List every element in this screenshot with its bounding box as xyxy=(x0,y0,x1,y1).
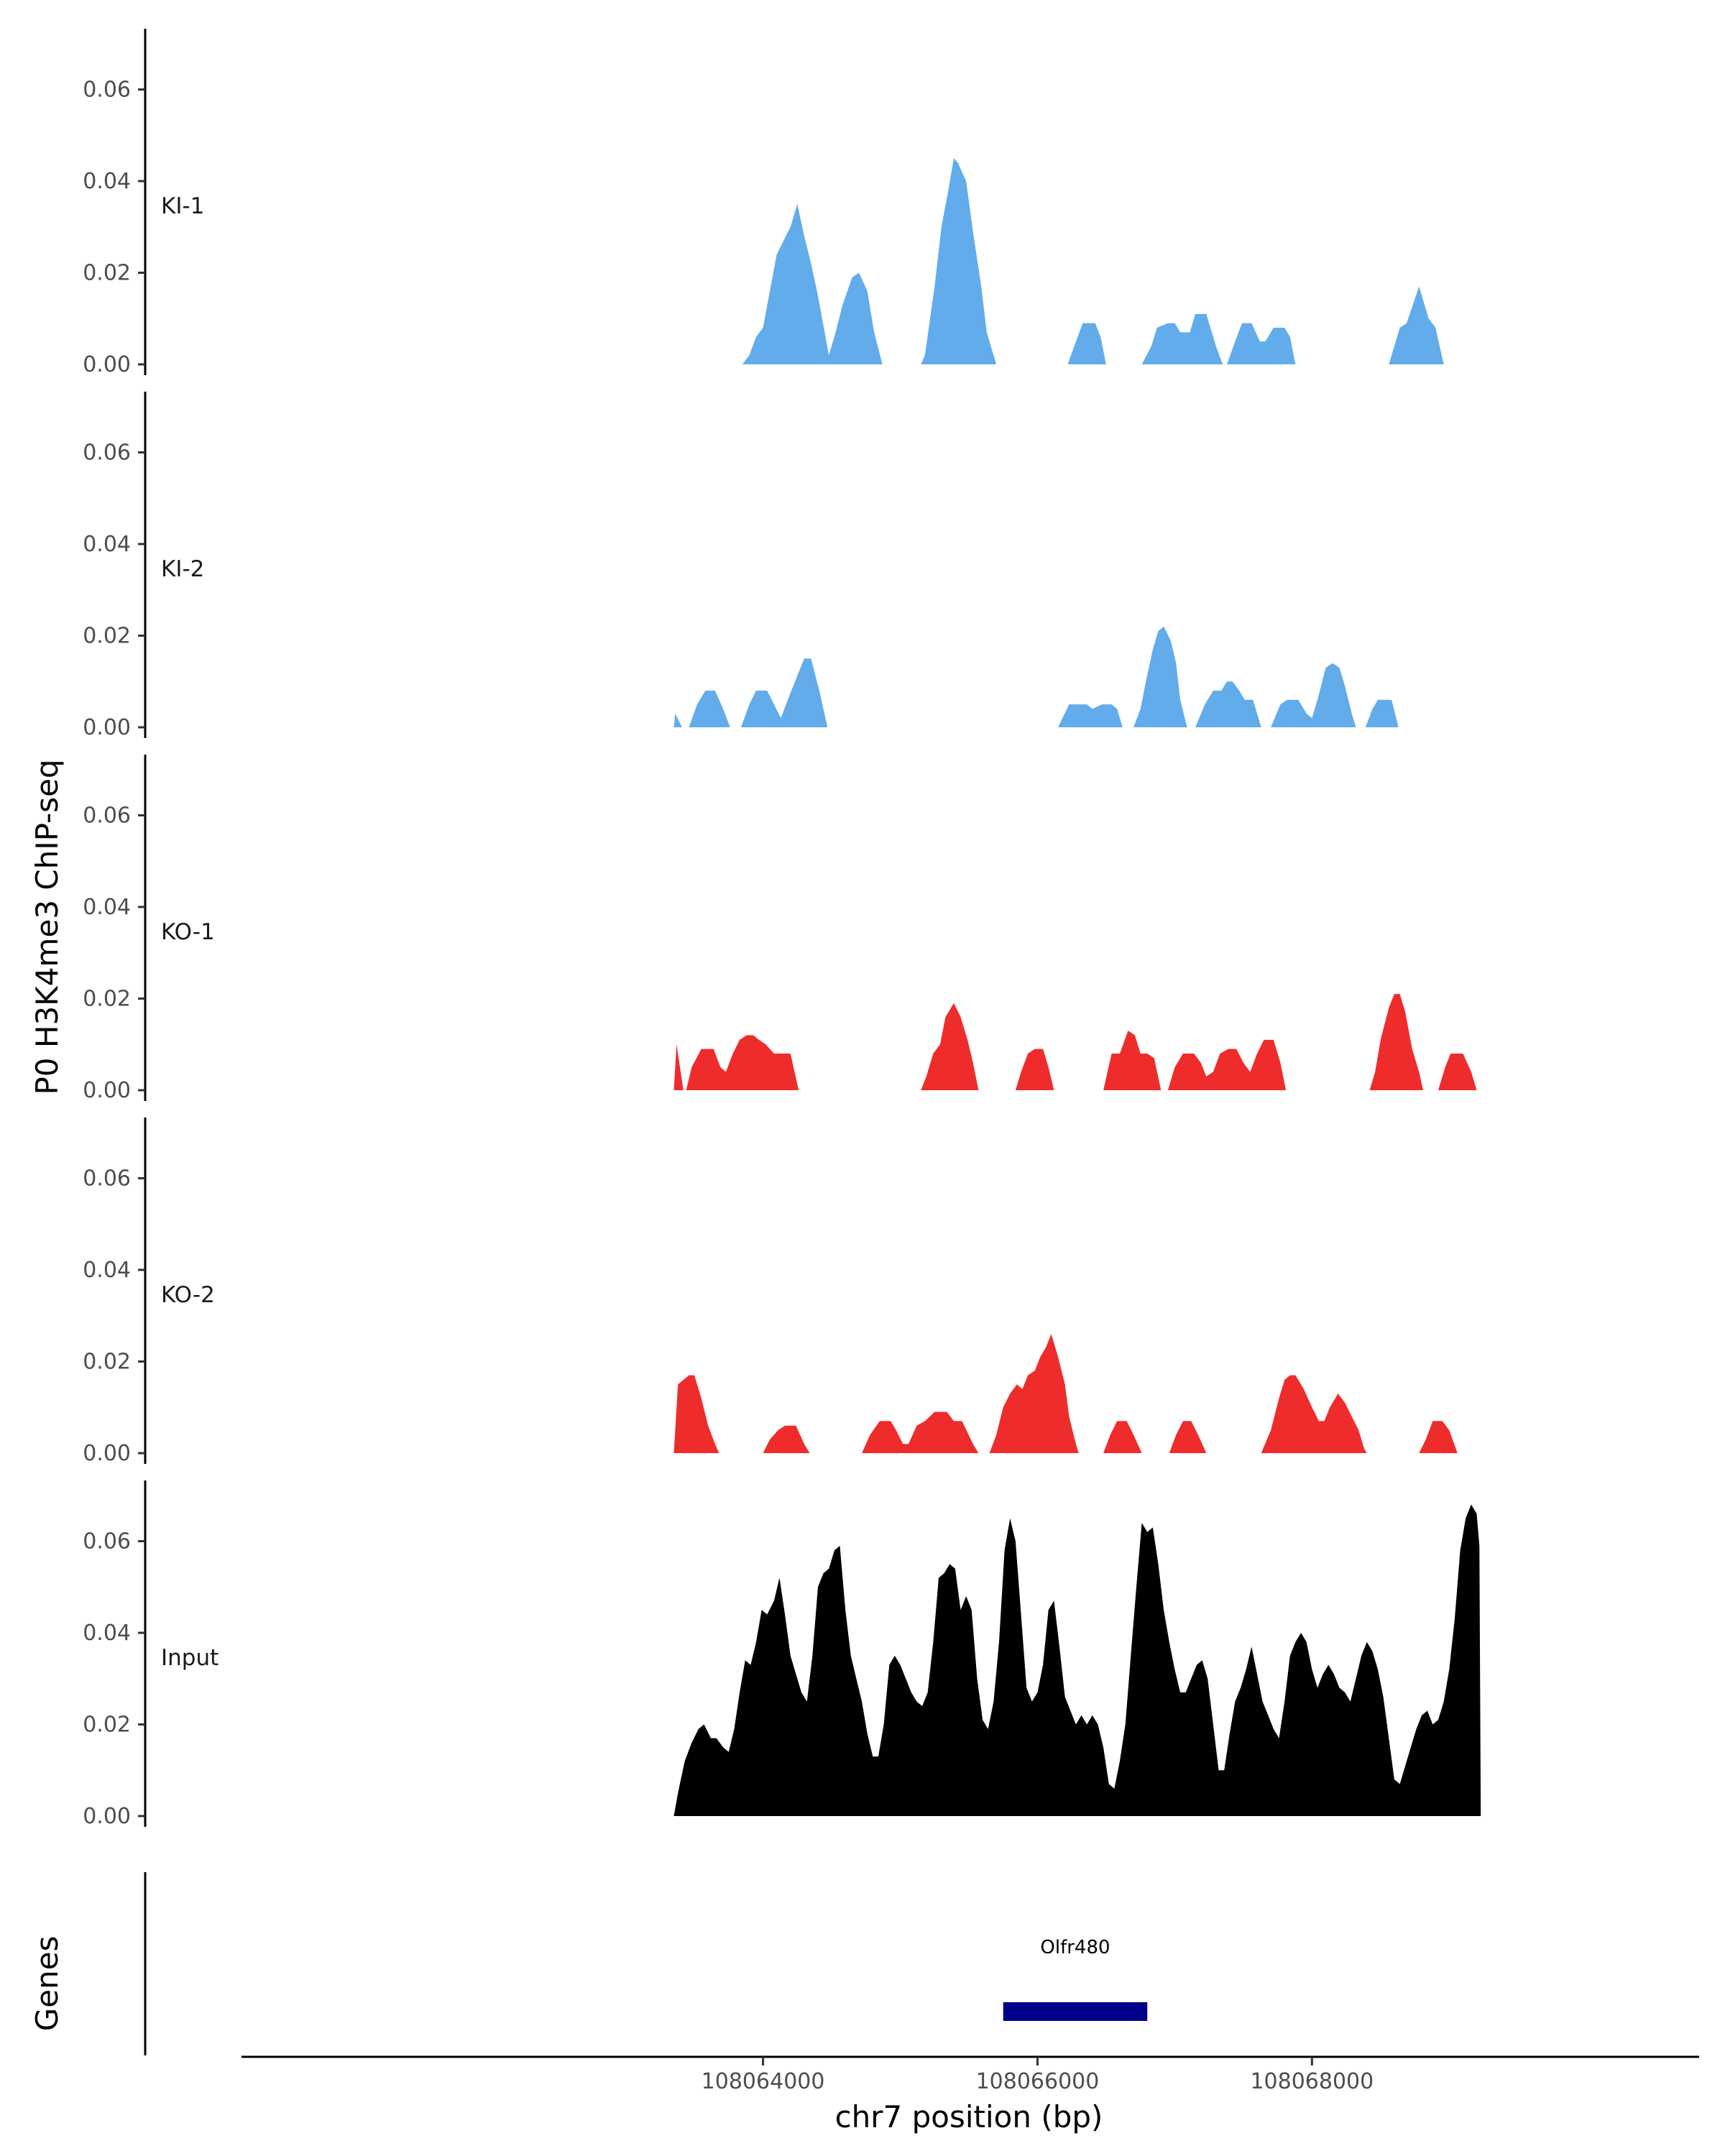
y-tick-label: 0.04 xyxy=(83,895,131,920)
x-tick-label: 108068000 xyxy=(1250,2069,1374,2094)
panel-label-ko-1: KO-1 xyxy=(161,919,215,945)
y-tick-label: 0.04 xyxy=(83,1258,131,1283)
gene-label-olfr480: Olfr480 xyxy=(1040,1937,1110,1958)
y-tick-label: 0.02 xyxy=(83,1713,131,1738)
area-series-ki-2 xyxy=(673,626,1403,727)
y-tick-label: 0.06 xyxy=(83,1529,131,1554)
area-series-ki-1 xyxy=(742,158,1450,364)
y-tick-label: 0.00 xyxy=(83,715,131,740)
y-tick-label: 0.02 xyxy=(83,624,131,649)
y-tick-label: 0.00 xyxy=(83,1804,131,1829)
y-tick-label: 0.06 xyxy=(83,803,131,829)
y-tick-label: 0.00 xyxy=(83,1078,131,1103)
y-tick-label: 0.04 xyxy=(83,532,131,557)
area-series-ko-2 xyxy=(673,1334,1460,1453)
y-tick-label: 0.06 xyxy=(83,441,131,466)
area-series-input xyxy=(673,1504,1481,1816)
x-tick-label: 108064000 xyxy=(702,2069,825,2094)
y-tick-label: 0.04 xyxy=(83,169,131,194)
y-tick-label: 0.06 xyxy=(83,1166,131,1192)
y-tick-label: 0.00 xyxy=(83,1441,131,1466)
panel-label-ki-1: KI-1 xyxy=(161,193,204,219)
y-tick-label: 0.04 xyxy=(83,1621,131,1646)
y-axis-title: P0 H3K4me3 ChIP-seq xyxy=(29,759,65,1095)
y-tick-label: 0.00 xyxy=(83,352,131,377)
y-tick-label: 0.02 xyxy=(83,1350,131,1375)
panel-label-ki-2: KI-2 xyxy=(161,556,204,582)
y-tick-label: 0.02 xyxy=(83,987,131,1012)
area-series-ko-1 xyxy=(673,994,1480,1090)
y-tick-label: 0.06 xyxy=(83,78,131,103)
panel-label-ko-2: KO-2 xyxy=(161,1282,215,1308)
genes-axis-title: Genes xyxy=(29,1936,65,2032)
panel-label-input: Input xyxy=(161,1645,218,1671)
y-tick-label: 0.02 xyxy=(83,261,131,286)
x-axis-title: chr7 position (bp) xyxy=(835,2099,1103,2134)
gene-bar-olfr480 xyxy=(1003,2002,1148,2021)
x-tick-label: 108066000 xyxy=(976,2069,1100,2094)
